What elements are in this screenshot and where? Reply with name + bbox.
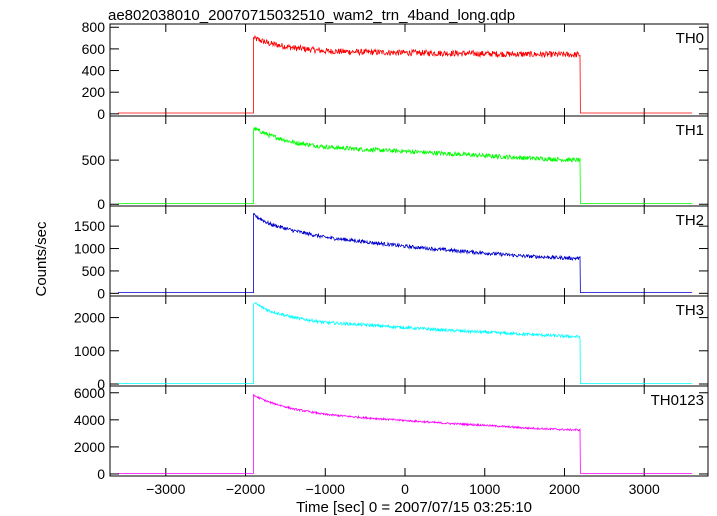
y-tick-label: 0 <box>97 466 105 482</box>
y-tick-label: 1000 <box>74 343 105 359</box>
x-tick-label: 0 <box>401 481 409 497</box>
y-tick-label: 400 <box>82 63 106 79</box>
panel-frame <box>109 115 709 207</box>
x-tick-label: −3000 <box>146 481 186 497</box>
series-line-th2 <box>118 213 693 293</box>
y-tick-label: 1500 <box>74 218 105 234</box>
panel-frame <box>109 295 709 387</box>
series-label: TH0123 <box>651 392 704 409</box>
panel-th1: 0 500 TH1 <box>82 115 709 212</box>
series-line-th0 <box>118 35 693 114</box>
x-tick-label: −2000 <box>226 481 266 497</box>
y-tick-label: 0 <box>97 285 105 301</box>
panel-th3: 0 1000 2000 TH3 <box>74 295 709 392</box>
series-line-th1 <box>118 126 693 204</box>
panel-th0: 0 200 400 600 800 TH0 <box>82 19 709 122</box>
x-tick-label: −1000 <box>306 481 346 497</box>
y-tick-label: 1000 <box>74 241 105 257</box>
y-tick-label: 0 <box>97 106 105 122</box>
series-label: TH2 <box>676 212 704 229</box>
panel-frame <box>109 385 709 477</box>
y-tick-label: 800 <box>82 19 106 35</box>
y-tick-label: 500 <box>82 263 106 279</box>
x-axis-label: Time [sec] 0 = 2007/07/15 03:25:10 <box>296 499 532 516</box>
y-tick-label: 2000 <box>74 439 105 455</box>
series-label: TH1 <box>676 122 704 139</box>
y-tick-label: 600 <box>82 41 106 57</box>
y-axis-label: Counts/sec <box>33 221 50 297</box>
y-tick-label: 6000 <box>74 385 105 401</box>
y-tick-label: 0 <box>97 376 105 392</box>
x-tick-label: 2000 <box>549 481 580 497</box>
panels: 0 200 400 600 800 TH0 0 500 TH1 0 500 1000 1500 TH2 0 1… <box>74 19 709 497</box>
series-line-th3 <box>118 302 693 384</box>
series-line-th0123 <box>118 393 693 474</box>
y-tick-label: 200 <box>82 84 106 100</box>
y-tick-label: 2000 <box>74 310 105 326</box>
chart-title: ae802038010_20070715032510_wam2_trn_4ban… <box>108 7 515 24</box>
x-tick-label: 3000 <box>629 481 660 497</box>
x-tick-label: 1000 <box>469 481 500 497</box>
panel-th0123: 0 2000 4000 6000 TH0123 <box>74 385 709 482</box>
panel-th2: 0 500 1000 1500 TH2 <box>74 205 709 301</box>
series-label: TH0 <box>676 30 704 47</box>
y-tick-label: 0 <box>97 196 105 212</box>
panel-frame <box>109 205 709 297</box>
panel-frame <box>109 23 709 117</box>
series-label: TH3 <box>676 302 704 319</box>
y-tick-label: 500 <box>82 152 106 168</box>
y-tick-label: 4000 <box>74 412 105 428</box>
